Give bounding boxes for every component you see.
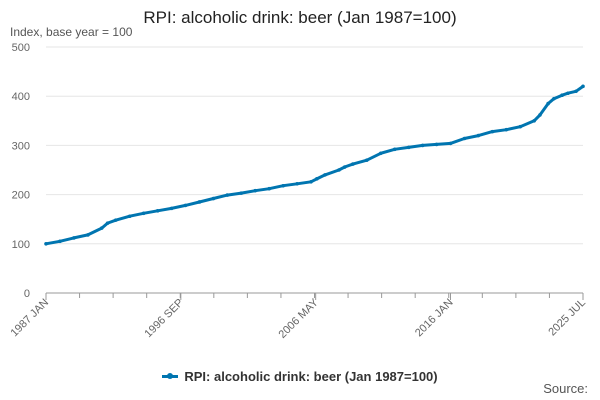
data-point (476, 133, 481, 138)
data-point (211, 196, 216, 201)
data-point (155, 209, 160, 213)
axes: 0 100 200 300 400 500 1987 JAN 1996 SEP 2006 MAY… (8, 42, 588, 341)
data-point (406, 145, 411, 150)
legend-label: RPI: alcoholic drink: beer (Jan 1987=100… (184, 369, 438, 384)
data-point (253, 188, 258, 193)
data-point (44, 242, 48, 246)
data-point (105, 221, 110, 225)
data-point (581, 84, 585, 89)
y-axis-label: Index, base year = 100 (10, 25, 133, 39)
data-point (420, 143, 425, 148)
data-point (281, 183, 285, 188)
data-point (342, 165, 347, 169)
x-tick-label: 2016 JAN (413, 297, 456, 340)
data-point (267, 186, 271, 191)
x-tick-label: 2006 MAY (277, 296, 322, 341)
data-point (351, 162, 355, 166)
data-point (378, 151, 383, 156)
y-tick-label: 100 (12, 239, 30, 251)
data-point (127, 214, 132, 219)
y-tick-label: 400 (12, 91, 30, 103)
data-point (546, 101, 550, 106)
data-point (392, 147, 397, 152)
data-point (462, 136, 467, 141)
data-point (518, 124, 523, 129)
data-point (141, 211, 146, 216)
data-point (574, 89, 578, 94)
y-tick-label: 200 (12, 190, 30, 202)
data-point (113, 218, 118, 222)
data-point (538, 113, 542, 117)
data-point (197, 200, 202, 204)
data-point (490, 129, 495, 134)
data-point (72, 236, 76, 240)
source-label: Source: (543, 381, 588, 396)
series-line (44, 84, 585, 246)
x-tick-label: 1996 SEP (142, 297, 186, 341)
series-layer (44, 84, 585, 246)
data-point (434, 142, 439, 147)
data-point (295, 181, 299, 186)
data-point (337, 168, 341, 172)
y-tick-label: 500 (12, 42, 30, 54)
legend: RPI: alcoholic drink: beer (Jan 1987=100… (0, 366, 600, 384)
legend-item[interactable]: RPI: alcoholic drink: beer (Jan 1987=100… (162, 369, 438, 384)
data-point (448, 141, 453, 146)
data-point (315, 177, 319, 181)
data-point (560, 93, 564, 98)
legend-line-marker-icon (162, 372, 179, 379)
data-point (309, 180, 313, 184)
data-point (183, 203, 188, 208)
data-point (58, 239, 62, 244)
data-point (99, 226, 104, 230)
gridlines (46, 46, 583, 245)
data-point (169, 206, 174, 211)
chart-title: RPI: alcoholic drink: beer (Jan 1987=100… (143, 8, 457, 27)
data-point (566, 91, 570, 96)
data-point (552, 96, 556, 101)
y-tick-label: 300 (12, 140, 30, 152)
data-point (365, 158, 369, 162)
data-point (323, 173, 327, 177)
data-point (532, 119, 536, 123)
data-point (225, 193, 230, 197)
x-tick-label: 2025 JUL (546, 297, 588, 339)
data-point (86, 233, 90, 237)
x-tick-label: 1987 JAN (8, 297, 51, 340)
data-point (504, 127, 509, 132)
y-tick-label: 0 (24, 288, 30, 300)
data-point (239, 191, 244, 195)
